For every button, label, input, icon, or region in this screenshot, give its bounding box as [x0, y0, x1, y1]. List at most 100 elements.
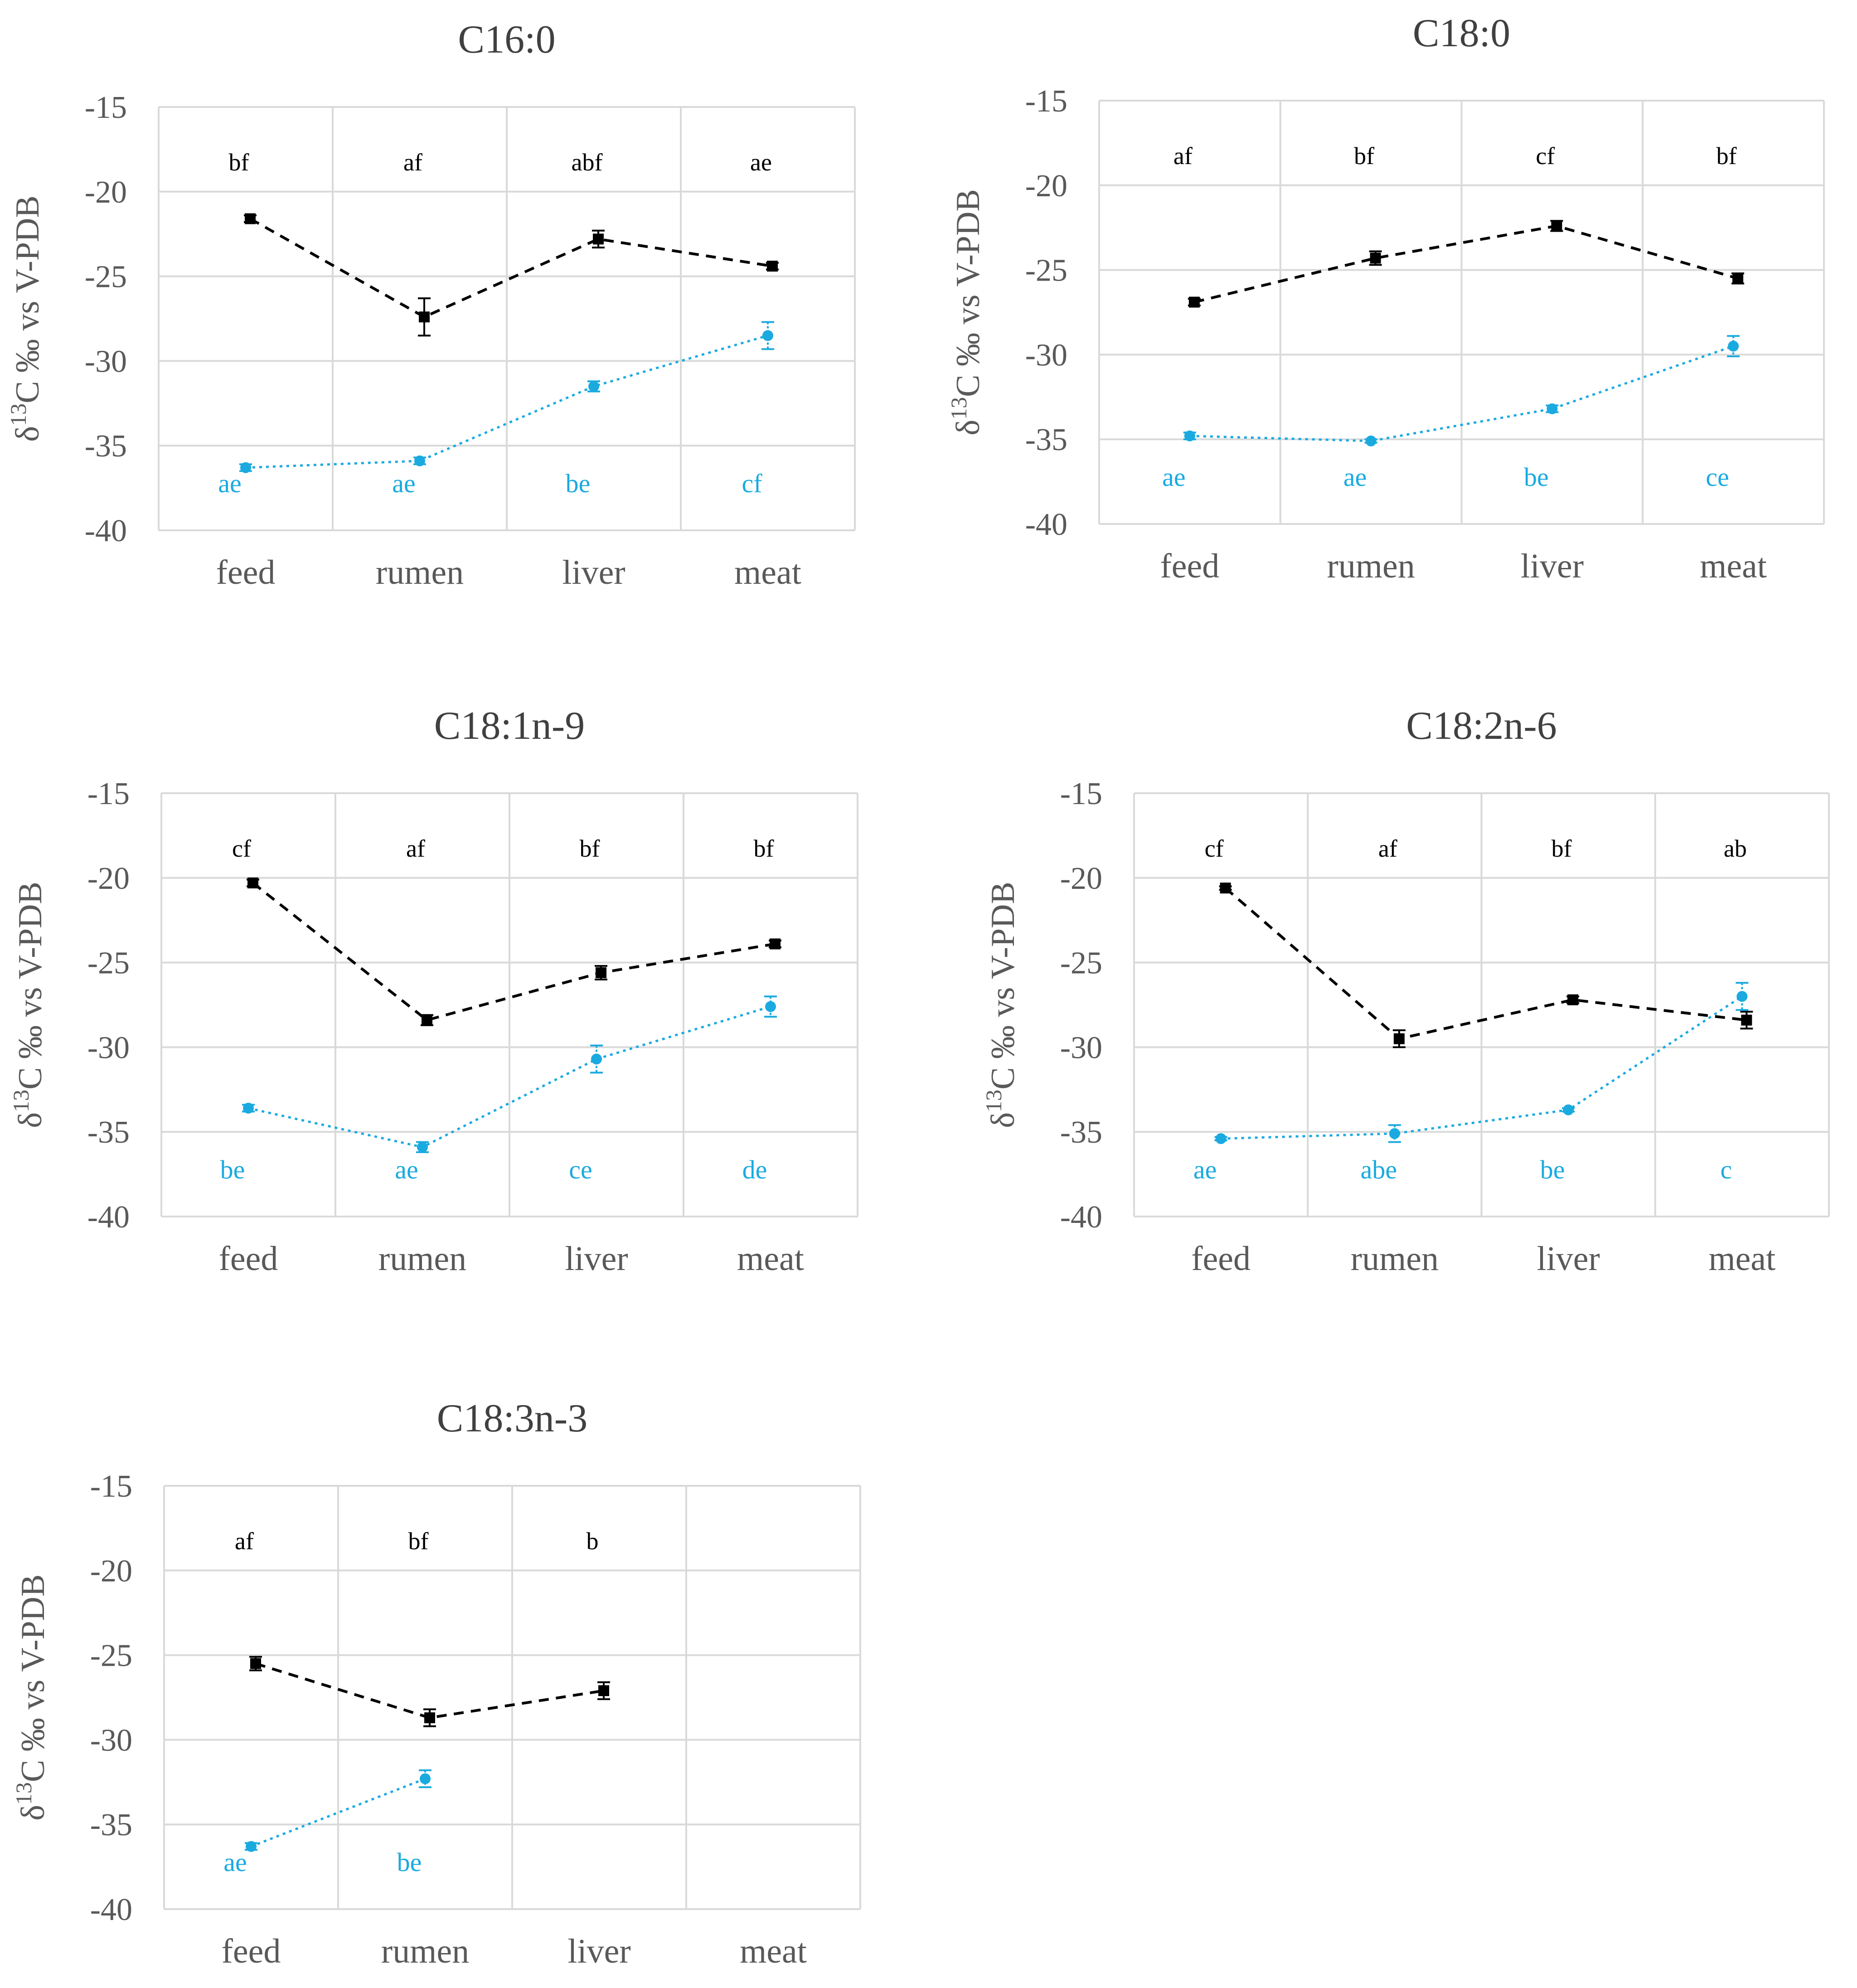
data-point-blue [1184, 430, 1195, 441]
data-point-blue [1215, 1133, 1227, 1144]
letter-black: af [406, 835, 425, 862]
data-point-black [1741, 1014, 1752, 1026]
x-tick-label: liver [1521, 547, 1584, 585]
letter-blue: ae [218, 469, 242, 498]
letter-black: af [403, 149, 422, 176]
letter-blue: abe [1361, 1155, 1397, 1184]
data-point-black [1370, 252, 1381, 264]
y-axis-label-delta: δ [12, 1112, 49, 1128]
chart-title: C18:1n-9 [434, 704, 585, 748]
y-tick-label: -15 [85, 90, 127, 125]
letter-blue: ae [223, 1847, 247, 1877]
letter-blue: ae [1162, 462, 1186, 492]
y-tick-label: -35 [87, 1115, 130, 1150]
x-tick-label: rumen [376, 553, 464, 592]
x-tick-label: rumen [1351, 1240, 1439, 1278]
y-axis-label: δ13C ‰ vs V-PDB [11, 1574, 52, 1820]
chart-title: C18:2n-6 [1406, 704, 1556, 748]
data-point-blue [1365, 435, 1377, 446]
x-tick-label: feed [1160, 547, 1219, 585]
y-tick-label: -20 [1060, 861, 1102, 896]
letter-black: af [235, 1527, 254, 1555]
letter-black: b [587, 1527, 599, 1555]
x-tick-label: liver [565, 1240, 628, 1278]
y-tick-label: -15 [1060, 776, 1102, 811]
data-point-blue [420, 1773, 431, 1784]
y-tick-label: -40 [85, 514, 127, 548]
y-tick-label: -35 [1060, 1115, 1102, 1150]
chart-panel: C18:3n-3 -15 -20 -25 -30 -35 -40 δ13C ‰ vs V-PD… [11, 1396, 861, 1970]
y-tick-label: -25 [87, 946, 130, 981]
series-line-black [1224, 887, 1747, 1040]
y-tick-label: -30 [1060, 1030, 1102, 1065]
y-axis-label-rest: C ‰ vs V-PDB [984, 882, 1022, 1090]
y-axis-label-delta: δ [9, 426, 46, 442]
letter-blue: be [566, 469, 591, 498]
y-tick-label: -30 [90, 1723, 132, 1758]
x-tick-label: rumen [378, 1240, 466, 1278]
y-tick-label: -30 [87, 1030, 130, 1065]
y-tick-label: -25 [1025, 253, 1067, 288]
data-point-blue [1389, 1128, 1400, 1139]
letter-black: abf [572, 149, 603, 176]
y-tick-label: -30 [1025, 338, 1067, 373]
data-point-blue [1736, 991, 1748, 1002]
series-line-blue [1189, 345, 1734, 442]
y-tick-label: -20 [87, 861, 130, 896]
letter-black: bf [580, 835, 600, 862]
x-tick-label: meat [1709, 1240, 1776, 1278]
data-point-blue [765, 1001, 776, 1012]
letter-black: bf [408, 1527, 429, 1555]
x-tick-label: meat [1700, 547, 1767, 585]
y-axis-label-sup: 13 [981, 1090, 1006, 1112]
data-point-black [419, 311, 430, 323]
x-tick-label: liver [1537, 1240, 1600, 1278]
data-point-blue [762, 330, 773, 341]
letter-blue: be [397, 1847, 422, 1877]
letter-blue: be [1540, 1155, 1565, 1184]
letter-black: bf [1552, 835, 1572, 862]
data-point-blue [246, 1841, 257, 1852]
data-point-black [593, 233, 604, 245]
data-point-black [598, 1685, 609, 1697]
y-tick-label: -15 [87, 776, 130, 811]
x-tick-label: feed [219, 1240, 278, 1278]
letter-blue: be [1524, 462, 1549, 492]
data-point-black [424, 1712, 435, 1723]
data-point-blue [1547, 403, 1558, 414]
y-tick-label: -40 [1025, 507, 1067, 542]
y-axis-label: δ13C ‰ vs V-PDB [8, 882, 49, 1128]
letter-black: af [1378, 835, 1397, 862]
data-point-black [1551, 220, 1562, 232]
data-point-blue [243, 1102, 254, 1114]
letter-black: bf [754, 835, 774, 862]
data-point-black [770, 938, 781, 950]
y-tick-label: -30 [85, 344, 127, 379]
letter-blue: ce [1706, 462, 1729, 492]
y-tick-label: -25 [85, 260, 127, 295]
letter-blue: cf [742, 469, 762, 498]
data-point-black [1220, 882, 1231, 894]
chart-panel: C18:1n-9 -15 -20 -25 -30 -35 -40 δ13C ‰ vs V-PD… [8, 704, 858, 1278]
y-axis-label-rest: C ‰ vs V-PDB [950, 189, 987, 397]
x-tick-label: feed [216, 553, 276, 592]
letter-black: cf [1205, 835, 1224, 862]
y-tick-label: -35 [90, 1808, 132, 1843]
x-tick-label: meat [734, 553, 801, 592]
chart-title: C16:0 [458, 18, 555, 62]
letter-blue: ae [1193, 1155, 1217, 1184]
x-tick-label: liver [562, 553, 625, 592]
letter-black: ae [750, 149, 772, 176]
data-point-blue [417, 1141, 428, 1153]
y-tick-label: -20 [1025, 169, 1067, 204]
y-axis-label-rest: C ‰ vs V-PDB [15, 1574, 52, 1782]
letter-blue: be [220, 1155, 245, 1184]
y-tick-label: -40 [1060, 1200, 1102, 1235]
x-tick-label: meat [737, 1240, 804, 1278]
data-point-black [247, 878, 258, 889]
data-point-blue [414, 455, 425, 466]
y-axis-label-sup: 13 [11, 1782, 36, 1805]
data-point-black [245, 213, 256, 224]
letter-blue: ae [395, 1155, 418, 1184]
